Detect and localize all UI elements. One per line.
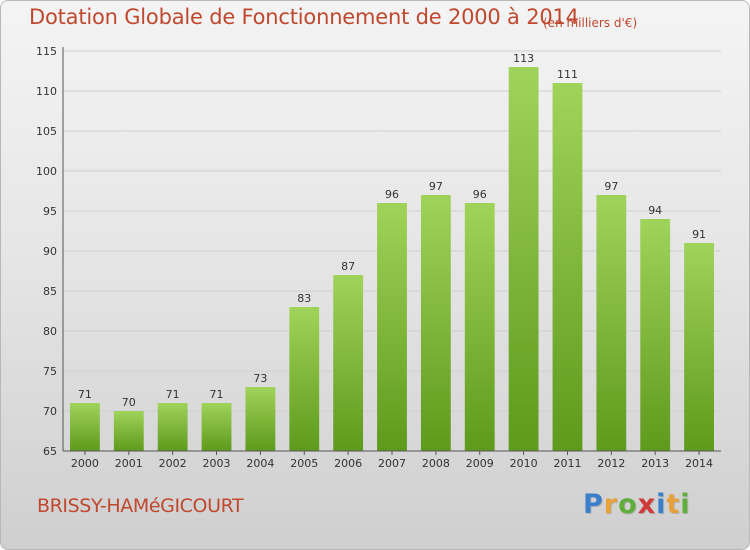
- x-tick-label: 2013: [641, 457, 669, 470]
- x-tick-label: 2003: [203, 457, 231, 470]
- y-tick-label: 90: [43, 245, 57, 258]
- x-tick-label: 2010: [510, 457, 538, 470]
- bar-2001: [113, 411, 144, 451]
- x-tick-label: 2008: [422, 457, 450, 470]
- bar-2013: [640, 219, 671, 451]
- logo-letter: t: [666, 489, 681, 520]
- value-label: 71: [166, 388, 180, 401]
- proxiti-logo: Proxiti: [583, 489, 691, 520]
- bar-2008: [420, 195, 451, 451]
- x-tick-label: 2011: [553, 457, 581, 470]
- commune-name: BRISSY-HAMéGICOURT: [37, 495, 244, 517]
- value-label: 73: [253, 372, 267, 385]
- axis-layer: 65 70 75 80 85 90 95 100 105 110 115 2000 2001 2002 20…: [36, 45, 721, 470]
- bar-2003: [201, 403, 232, 451]
- value-label: 97: [429, 180, 443, 193]
- x-tick-label: 2014: [685, 457, 713, 470]
- y-tick-label: 100: [36, 165, 57, 178]
- bar-2004: [245, 387, 276, 451]
- value-label: 113: [513, 52, 534, 65]
- bar-2012: [596, 195, 627, 451]
- logo-letter: i: [680, 489, 691, 520]
- chart-title: Dotation Globale de Fonctionnement de 20…: [29, 5, 579, 29]
- value-label: 71: [78, 388, 92, 401]
- logo-letter: P: [583, 489, 604, 520]
- x-tick-label: 2000: [71, 457, 99, 470]
- bar-2007: [377, 203, 407, 451]
- logo-letter: r: [603, 489, 619, 520]
- value-label: 96: [385, 188, 399, 201]
- bar-2000: [70, 403, 100, 451]
- logo-letter: o: [618, 489, 638, 520]
- value-label: 96: [473, 188, 487, 201]
- bar-2014: [684, 243, 714, 451]
- bar-layer: 71 70 71 71 73 83 87 96 97 96 113 111 97 94 91: [70, 52, 714, 451]
- value-label: 87: [341, 260, 355, 273]
- value-label: 94: [648, 204, 662, 217]
- value-label: 111: [557, 68, 578, 81]
- bar-2011: [552, 83, 583, 451]
- chart-subtitle: (en milliers d'€): [543, 16, 638, 30]
- bar-2010: [508, 67, 539, 451]
- y-tick-label: 110: [36, 85, 57, 98]
- y-tick-label: 115: [36, 45, 57, 58]
- x-tick-label: 2005: [290, 457, 318, 470]
- x-tick-label: 2007: [378, 457, 406, 470]
- x-tick-label: 2006: [334, 457, 362, 470]
- x-tick-label: 2009: [466, 457, 494, 470]
- bar-2006: [333, 275, 364, 451]
- value-label: 71: [210, 388, 224, 401]
- value-label: 70: [122, 396, 136, 409]
- value-label: 83: [297, 292, 311, 305]
- x-tick-label: 2002: [159, 457, 187, 470]
- y-tick-label: 80: [43, 325, 57, 338]
- bar-2009: [464, 203, 495, 451]
- y-tick-label: 65: [43, 445, 57, 458]
- y-tick-label: 70: [43, 405, 57, 418]
- x-tick-label: 2012: [597, 457, 625, 470]
- x-tick-label: 2001: [115, 457, 143, 470]
- bar-2002: [157, 403, 188, 451]
- value-label: 97: [604, 180, 618, 193]
- bar-2005: [289, 307, 320, 451]
- x-tick-label: 2004: [246, 457, 274, 470]
- value-label: 91: [692, 228, 706, 241]
- y-tick-label: 85: [43, 285, 57, 298]
- logo-letter: i: [656, 489, 667, 520]
- y-tick-label: 95: [43, 205, 57, 218]
- logo-letter: x: [637, 489, 657, 520]
- y-tick-label: 75: [43, 365, 57, 378]
- y-tick-label: 105: [36, 125, 57, 138]
